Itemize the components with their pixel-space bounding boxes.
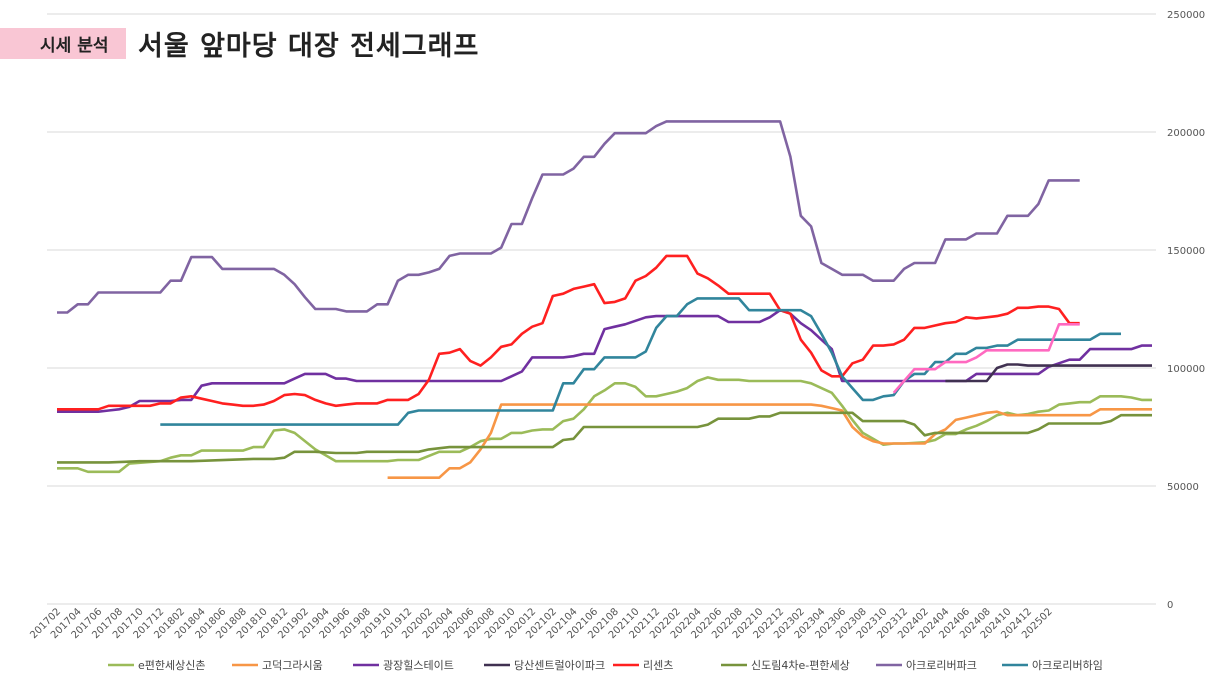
y-tick-label: 250000 [1167, 10, 1205, 21]
legend-label-2: 고덕그라시움 [262, 659, 323, 672]
section-badge [0, 28, 126, 59]
series-line-9 [892, 323, 1080, 394]
series-line-1 [57, 376, 1152, 474]
series-line-4 [945, 363, 1152, 383]
legend-label-3: 광장힐스테이트 [383, 659, 454, 672]
y-axis: 0 50000 100000 150000 200000 250000 [1167, 10, 1205, 611]
series-lines [57, 120, 1152, 479]
legend-label-4: 당산센트럴아이파크 [514, 659, 605, 672]
section-badge-label: 시세 분석 [40, 36, 109, 56]
series-line-7 [57, 120, 1080, 314]
legend-label-5: 리센츠 [643, 659, 673, 672]
page-title: 서울 앞마당 대장 전세그래프 [138, 31, 480, 62]
series-line-5 [57, 254, 1080, 411]
series-line-8 [160, 297, 1121, 426]
legend-label-7: 아크로리버파크 [906, 659, 977, 672]
y-tick-label: 150000 [1167, 246, 1205, 257]
series-line-6 [57, 411, 1152, 464]
y-tick-label: 50000 [1167, 482, 1199, 493]
legend-label-8: 아크로리버하임 [1032, 658, 1103, 672]
series-line-3 [57, 308, 1152, 413]
y-tick-label: 0 [1167, 600, 1173, 611]
grid-lines [47, 13, 1156, 605]
y-tick-label: 100000 [1167, 364, 1205, 375]
series-line-2 [387, 403, 1152, 479]
x-axis: 2017022017042017062017082017102017122018… [28, 606, 1054, 641]
legend-label-6: 신도림4차e-편한세상 [751, 659, 850, 672]
y-tick-label: 200000 [1167, 128, 1205, 139]
legend-label-1: e편한세상신촌 [138, 659, 206, 672]
legend: e편한세상신촌 고덕그라시움 광장힐스테이트 당산센트럴아이파크 리센츠 신도림4차e-편… [108, 658, 1103, 672]
